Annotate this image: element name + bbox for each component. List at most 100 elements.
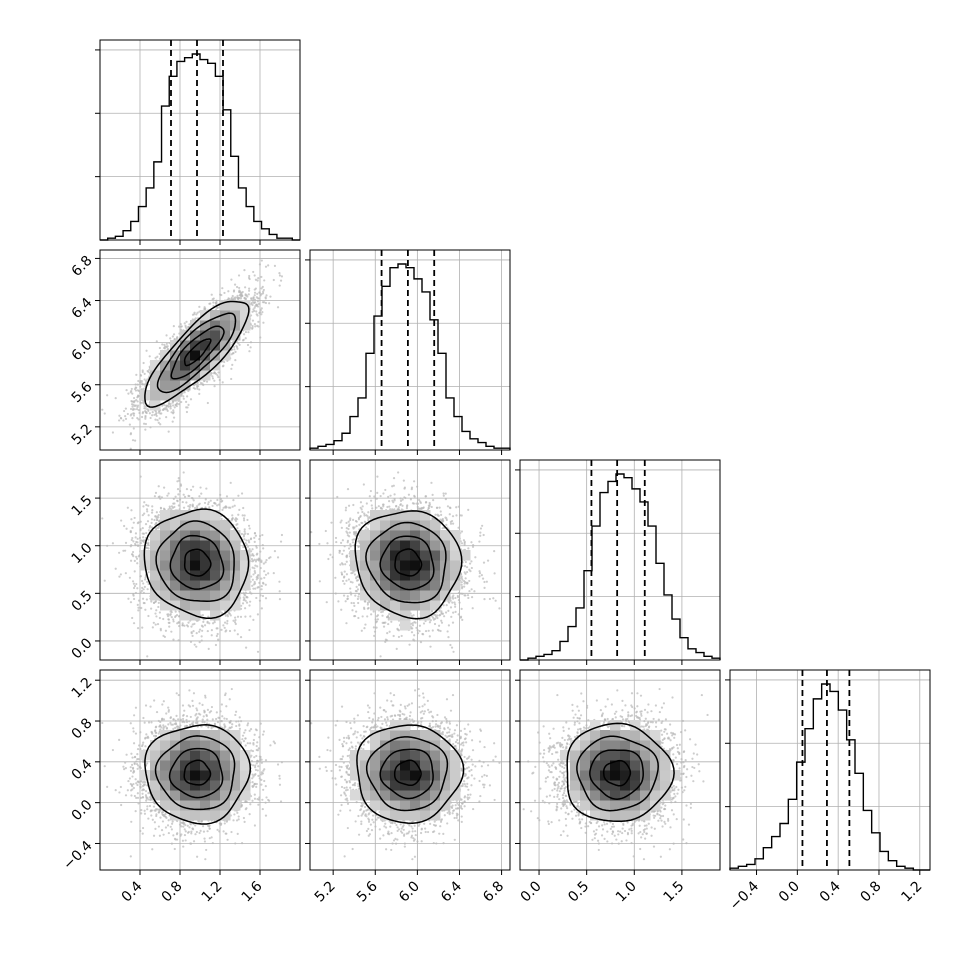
sample-point bbox=[451, 733, 454, 736]
sample-point bbox=[359, 734, 362, 737]
sample-point bbox=[478, 571, 482, 575]
sample-point bbox=[174, 610, 177, 613]
sample-point bbox=[461, 782, 464, 786]
sample-point bbox=[481, 775, 484, 778]
sample-point bbox=[430, 505, 433, 509]
density-cell bbox=[210, 350, 221, 361]
sample-point bbox=[144, 737, 147, 740]
sample-point bbox=[183, 709, 186, 712]
sample-point bbox=[260, 783, 263, 786]
density-cell bbox=[240, 310, 251, 321]
sample-point bbox=[150, 721, 153, 724]
density-cell bbox=[220, 730, 231, 741]
sample-point bbox=[144, 407, 147, 410]
sample-point bbox=[411, 830, 414, 833]
sample-point bbox=[215, 303, 218, 306]
density-cell bbox=[240, 790, 251, 801]
sample-point bbox=[149, 416, 152, 420]
sample-point bbox=[159, 423, 162, 426]
sample-point bbox=[258, 534, 262, 538]
sample-point bbox=[172, 618, 175, 621]
sample-point bbox=[167, 402, 170, 405]
sample-point bbox=[398, 713, 402, 717]
density-cell bbox=[360, 590, 371, 601]
sample-point bbox=[592, 830, 596, 833]
panel-frame bbox=[99, 39, 301, 241]
sample-point bbox=[230, 377, 233, 381]
density-cell bbox=[370, 780, 381, 791]
sample-point bbox=[167, 621, 170, 624]
sample-point bbox=[148, 368, 151, 371]
sample-point bbox=[182, 720, 185, 723]
sample-point bbox=[419, 641, 423, 644]
sample-point bbox=[342, 736, 346, 739]
sample-point bbox=[213, 722, 217, 725]
sample-point bbox=[145, 349, 148, 352]
sample-point bbox=[185, 720, 189, 724]
sample-point bbox=[183, 833, 187, 837]
sample-point bbox=[436, 616, 439, 620]
sample-point bbox=[240, 532, 244, 536]
sample-point bbox=[403, 487, 406, 490]
sample-point bbox=[408, 703, 411, 706]
sample-point bbox=[671, 732, 675, 735]
density-cell bbox=[160, 790, 171, 801]
sample-point bbox=[463, 796, 466, 799]
sample-point bbox=[459, 615, 463, 618]
sample-point bbox=[206, 401, 209, 405]
sample-point bbox=[137, 521, 140, 524]
sample-point bbox=[231, 505, 234, 508]
sample-point bbox=[162, 507, 166, 510]
sample-point bbox=[401, 504, 404, 507]
sample-point bbox=[463, 585, 466, 588]
sample-point bbox=[470, 596, 474, 599]
sample-point bbox=[652, 845, 656, 848]
density-cell bbox=[180, 730, 191, 741]
sample-point bbox=[242, 545, 245, 549]
sample-point bbox=[258, 311, 261, 315]
sample-point bbox=[694, 743, 697, 746]
sample-point bbox=[119, 785, 122, 789]
sample-point bbox=[158, 346, 161, 350]
sample-point bbox=[132, 396, 136, 400]
density-cell bbox=[210, 550, 221, 561]
scatter-panel-3-2 bbox=[515, 669, 721, 875]
sample-point bbox=[171, 401, 174, 404]
sample-point bbox=[460, 530, 464, 533]
density-cell bbox=[190, 350, 201, 361]
density-cell bbox=[400, 580, 411, 591]
sample-point bbox=[248, 729, 251, 732]
sample-point bbox=[436, 628, 440, 631]
sample-point bbox=[211, 841, 214, 845]
density-cell bbox=[430, 760, 441, 771]
sample-point bbox=[273, 264, 277, 267]
density-cell bbox=[440, 800, 451, 811]
sample-point bbox=[166, 345, 169, 348]
sample-point bbox=[189, 488, 193, 492]
density-cell bbox=[440, 740, 451, 751]
sample-point bbox=[207, 615, 210, 618]
sample-point bbox=[166, 494, 169, 497]
density-cell bbox=[430, 750, 441, 761]
scatter-panel-3-0 bbox=[95, 669, 301, 875]
density-cell bbox=[230, 540, 241, 551]
density-cell bbox=[380, 590, 391, 601]
sample-point bbox=[465, 767, 469, 770]
sample-point bbox=[465, 785, 469, 788]
sample-point bbox=[244, 737, 247, 740]
sample-point bbox=[101, 517, 104, 520]
sample-point bbox=[253, 733, 256, 736]
sample-point bbox=[242, 517, 246, 520]
density-cell bbox=[190, 590, 201, 601]
sample-point bbox=[125, 753, 128, 756]
sample-point bbox=[154, 418, 157, 421]
sample-point bbox=[184, 839, 187, 842]
sample-point bbox=[444, 498, 447, 501]
sample-point bbox=[206, 621, 209, 624]
sample-point bbox=[147, 514, 150, 517]
density-cell bbox=[210, 360, 221, 371]
sample-point bbox=[278, 272, 281, 275]
density-cell bbox=[440, 570, 451, 581]
sample-point bbox=[141, 411, 145, 414]
sample-point bbox=[438, 506, 441, 509]
